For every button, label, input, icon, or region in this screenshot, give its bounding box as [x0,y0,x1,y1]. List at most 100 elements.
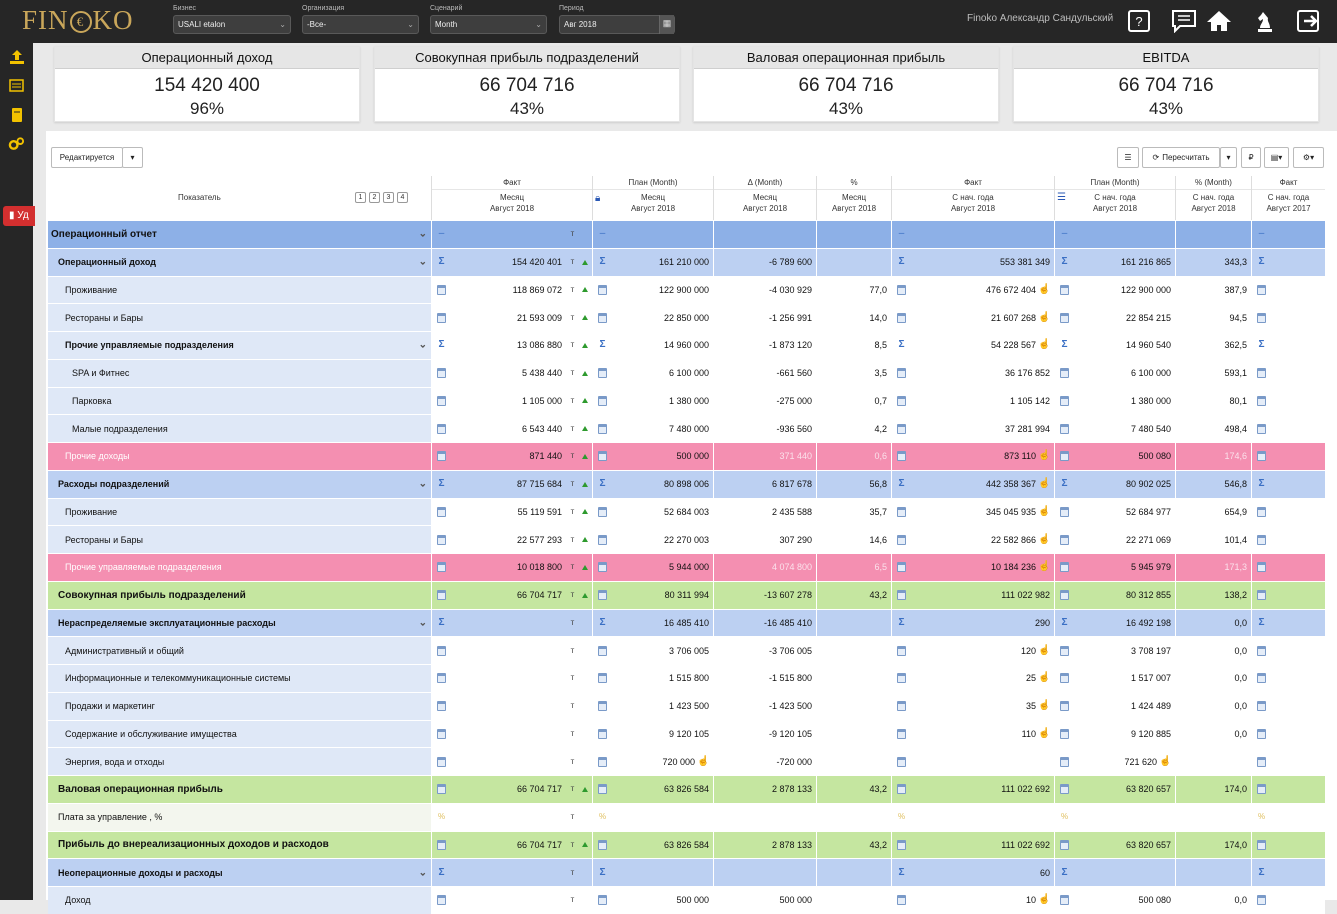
table-cell[interactable] [1251,443,1325,470]
table-cell[interactable]: Σ 154 420 401 т [431,248,592,276]
table-cell[interactable]: 174,0 [1175,831,1251,859]
table-cell[interactable]: 362,5 [1175,332,1251,359]
table-cell[interactable]: 111 022 692 [891,831,1054,859]
table-cell[interactable] [1251,637,1325,664]
table-cell[interactable]: 63 820 657 [1054,831,1175,859]
pointer-hand-icon[interactable]: ☝ [1038,533,1051,545]
table-cell[interactable]: 36 176 852 [891,359,1054,387]
table-cell[interactable]: 80,1 [1175,387,1251,415]
table-cell[interactable] [816,748,891,775]
pointer-hand-icon[interactable]: ☝ [1038,727,1051,739]
row-label[interactable]: Прибыль до внереализационных доходов и р… [48,831,431,859]
table-cell[interactable]: 174,0 [1175,776,1251,803]
messages-icon[interactable] [1170,7,1198,35]
table-cell[interactable] [1251,554,1325,581]
table-cell[interactable]: – [1054,221,1175,248]
row-label[interactable]: Административный и общий [48,637,431,664]
settings-button[interactable]: ⚙▾ [1293,147,1324,168]
table-cell[interactable]: 63 826 584 [592,831,713,859]
table-cell[interactable]: 66 704 717 т [431,581,592,609]
table-cell[interactable]: 14,0 [816,304,891,331]
table-cell[interactable]: -720 000 [713,748,816,775]
chevron-down-icon[interactable]: ⌄ [418,256,427,268]
export-button[interactable]: ▤▾ [1264,147,1289,168]
table-cell[interactable]: -9 120 105 [713,720,816,748]
help-icon[interactable]: ? [1125,7,1153,35]
table-cell[interactable]: 5 438 440 т [431,359,592,387]
table-cell[interactable]: -16 485 410 [713,609,816,637]
table-cell[interactable]: 22 850 000 [592,304,713,331]
table-cell[interactable]: 0,0 [1175,692,1251,720]
book-icon[interactable] [8,106,25,123]
table-cell[interactable]: 21 607 268 ☝ [891,304,1054,331]
table-cell[interactable]: 0,0 [1175,665,1251,692]
row-label[interactable]: Операционный отчет ⌄ [48,221,431,248]
table-cell[interactable]: 77,0 [816,276,891,304]
home-icon[interactable] [1205,7,1233,35]
table-cell[interactable] [1251,581,1325,609]
table-cell[interactable]: 66 704 717 т [431,831,592,859]
table-cell[interactable]: 122 900 000 [1054,276,1175,304]
table-cell[interactable]: Σ [1251,859,1325,886]
table-cell[interactable]: 345 045 935 ☝ [891,498,1054,526]
table-cell[interactable] [1251,748,1325,775]
pointer-hand-icon[interactable]: ☝ [1038,339,1051,351]
row-label[interactable]: Рестораны и Бары [48,304,431,331]
sidebar-tab[interactable]: ▮ Уд [3,206,35,226]
row-label[interactable]: Расходы подразделений ⌄ [48,470,431,498]
table-cell[interactable]: 498,4 [1175,415,1251,442]
checklist-icon[interactable]: ☰ [1057,192,1066,203]
table-cell[interactable]: 22 854 215 [1054,304,1175,331]
pointer-hand-icon[interactable]: ☝ [1038,700,1051,712]
chevron-down-icon[interactable]: ⌄ [418,228,427,240]
table-cell[interactable]: % т [431,803,592,831]
table-cell[interactable] [1251,776,1325,803]
row-label[interactable]: Проживание [48,498,431,526]
currency-button[interactable]: ₽ [1241,147,1261,168]
table-cell[interactable] [1251,665,1325,692]
table-cell[interactable]: т [431,887,592,914]
table-cell[interactable] [1175,859,1251,886]
table-cell[interactable]: -1 873 120 [713,332,816,359]
table-cell[interactable]: 14,6 [816,526,891,553]
settings-icon[interactable] [8,135,25,152]
table-cell[interactable]: 7 480 540 [1054,415,1175,442]
table-cell[interactable]: 1 105 142 [891,387,1054,415]
table-cell[interactable]: 6,5 [816,554,891,581]
table-cell[interactable]: 871 440 т [431,443,592,470]
table-cell[interactable]: 21 593 009 т [431,304,592,331]
table-cell[interactable] [1251,692,1325,720]
table-cell[interactable] [816,887,891,914]
table-cell[interactable] [713,803,816,831]
documents-icon[interactable] [8,77,25,94]
table-cell[interactable]: % [1054,803,1175,831]
table-cell[interactable] [816,803,891,831]
scenario-select[interactable]: Сценарий Month ⌄ [430,5,547,38]
table-cell[interactable]: Σ 290 [891,609,1054,637]
table-cell[interactable]: 2 878 133 [713,776,816,803]
table-cell[interactable]: 721 620 ☝ [1054,748,1175,775]
table-cell[interactable]: Σ 14 960 540 [1054,332,1175,359]
table-cell[interactable] [1251,304,1325,331]
pointer-hand-icon[interactable]: ☝ [1038,672,1051,684]
chevron-down-icon[interactable]: ⌄ [418,478,427,490]
table-cell[interactable]: т [431,692,592,720]
period-select[interactable]: Период Авг 2018 ▦ [559,5,675,38]
table-cell[interactable] [713,221,816,248]
table-cell[interactable]: 10 184 236 ☝ [891,554,1054,581]
table-cell[interactable]: 6 543 440 т [431,415,592,442]
table-cell[interactable]: 4,2 [816,415,891,442]
table-cell[interactable]: 56,8 [816,470,891,498]
table-cell[interactable]: – [592,221,713,248]
table-cell[interactable]: 3,5 [816,359,891,387]
finoko-logo[interactable]: FIN € KO [22,5,134,36]
table-cell[interactable] [816,221,891,248]
table-cell[interactable]: 720 000 ☝ [592,748,713,775]
table-cell[interactable]: 4 074 800 [713,554,816,581]
table-cell[interactable]: 111 022 982 [891,581,1054,609]
table-cell[interactable]: 43,2 [816,831,891,859]
table-cell[interactable]: 22 582 866 ☝ [891,526,1054,553]
table-cell[interactable]: Σ [592,859,713,886]
table-cell[interactable]: 1 517 007 [1054,665,1175,692]
table-cell[interactable]: Σ [1251,470,1325,498]
